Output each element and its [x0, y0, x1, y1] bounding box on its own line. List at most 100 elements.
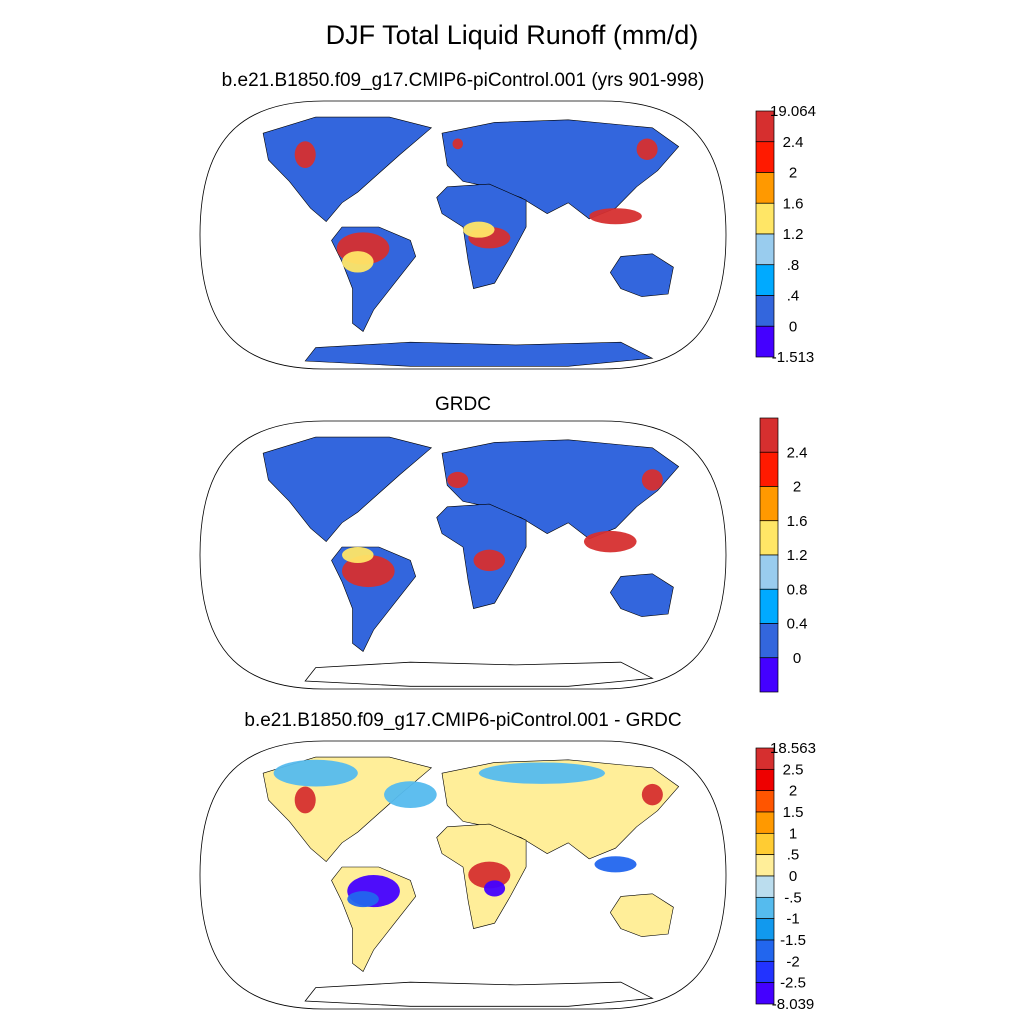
colorbar-box [755, 832, 775, 856]
runoff-region [589, 208, 642, 225]
runoff-region [347, 891, 379, 908]
panel-3: b.e21.B1850.f09_g17.CMIP6-piControl.001 … [199, 710, 816, 1013]
runoff-region [641, 469, 663, 491]
colorbar-label: -8.039 [772, 996, 815, 1013]
colorbar-label: 19.064 [770, 103, 816, 120]
colorbar-box [755, 960, 775, 984]
colorbar-box [759, 623, 779, 659]
panel-subtitle: b.e21.B1850.f09_g17.CMIP6-piControl.001 … [244, 710, 681, 731]
runoff-region [447, 471, 469, 488]
colorbar-label: 0 [793, 650, 801, 667]
map-outline [199, 100, 727, 370]
colorbar-box [755, 264, 775, 296]
colorbar-box [759, 657, 779, 693]
colorbar-box [755, 918, 775, 941]
map-field [200, 101, 726, 369]
colorbar-label: 0 [789, 868, 797, 885]
runoff-region [473, 549, 506, 572]
continent-antarctica [304, 981, 654, 1007]
colorbar-label: 1.5 [783, 804, 804, 821]
runoff-region [583, 530, 637, 553]
colorbar-label: .8 [787, 257, 800, 274]
continent-antarctica [304, 661, 654, 687]
runoff-region [342, 546, 374, 564]
colorbar-box [755, 790, 775, 813]
colorbar-label: -1.5 [780, 932, 806, 949]
colorbar-label: 18.563 [770, 740, 816, 757]
colorbar-label: 2 [789, 783, 797, 800]
colorbar-label: 2 [793, 479, 801, 496]
runoff-region [294, 141, 316, 169]
colorbar-box [755, 172, 775, 204]
colorbar-box [755, 811, 775, 834]
map-field [200, 421, 726, 689]
runoff-region [478, 762, 606, 784]
colorbar-label: 2.5 [783, 761, 804, 778]
map-outline [199, 740, 727, 1010]
colorbar-label: 1.2 [783, 226, 804, 243]
panel-subtitle: b.e21.B1850.f09_g17.CMIP6-piControl.001 … [222, 70, 705, 91]
runoff-region [484, 880, 506, 897]
colorbar-label: 0.8 [787, 581, 808, 598]
colorbar-box [755, 768, 775, 792]
colorbar-label: 1 [789, 825, 797, 842]
continent-antarctica [304, 341, 654, 367]
colorbar-box [755, 896, 775, 920]
colorbar-box [759, 520, 779, 556]
colorbar-label: .4 [787, 288, 800, 305]
colorbar-label: .5 [787, 847, 800, 864]
map-field [200, 741, 726, 1009]
colorbar-label: 1.6 [783, 195, 804, 212]
colorbar-box [759, 588, 779, 624]
runoff-region [463, 221, 495, 238]
figure-title: DJF Total Liquid Runoff (mm/d) [325, 20, 699, 50]
runoff-region [452, 138, 463, 150]
panel-subtitle: GRDC [435, 394, 491, 415]
runoff-region [384, 781, 437, 808]
colorbar-label: 1.2 [787, 547, 808, 564]
continent-eurasia [441, 759, 680, 860]
continent-australia [609, 573, 674, 617]
colorbar-box [755, 141, 775, 173]
panel-2: GRDC 2.4 2 1.6 1.2 0.8 0.4 0 [199, 394, 808, 693]
colorbar-label: 2.4 [787, 444, 808, 461]
colorbar-label: -2 [786, 953, 799, 970]
runoff-region [641, 783, 663, 806]
runoff-region [342, 251, 374, 273]
colorbar: 19.064 2.4 2 1.6 1.2 .8 .4 0 -1.513 [755, 103, 816, 366]
colorbar-box [755, 295, 775, 327]
colorbar-label: -1 [786, 911, 799, 928]
colorbar-box [755, 325, 775, 358]
colorbar-box [755, 233, 775, 266]
panel-1: b.e21.B1850.f09_g17.CMIP6-piControl.001 … [199, 70, 816, 370]
colorbar-label: 2 [789, 165, 797, 182]
colorbar-label: 2.4 [783, 134, 804, 151]
continent-australia [609, 893, 674, 937]
colorbar-box [759, 417, 779, 453]
colorbar-box [755, 982, 775, 1005]
colorbar-box [755, 875, 775, 898]
colorbar-label: -.5 [784, 889, 802, 906]
colorbar-box [759, 486, 779, 522]
colorbar-box [759, 554, 779, 590]
colorbar-label: -1.513 [772, 349, 815, 366]
runoff-region [294, 786, 316, 814]
colorbar-label: -2.5 [780, 975, 806, 992]
continent-northAmerica [262, 436, 433, 543]
colorbar-box [755, 854, 775, 877]
colorbar-label: 0 [789, 318, 797, 335]
colorbar: 2.4 2 1.6 1.2 0.8 0.4 0 [759, 417, 808, 693]
continent-australia [609, 253, 674, 297]
runoff-region [594, 856, 637, 873]
runoff-region [273, 759, 358, 787]
runoff-region [636, 138, 658, 160]
runoff-region [342, 555, 395, 588]
map-outline [199, 420, 727, 690]
colorbar-box [755, 939, 775, 962]
colorbar-box [759, 451, 779, 487]
colorbar-box [755, 202, 775, 235]
colorbar-label: 1.6 [787, 513, 808, 530]
colorbar-label: 0.4 [787, 616, 808, 633]
